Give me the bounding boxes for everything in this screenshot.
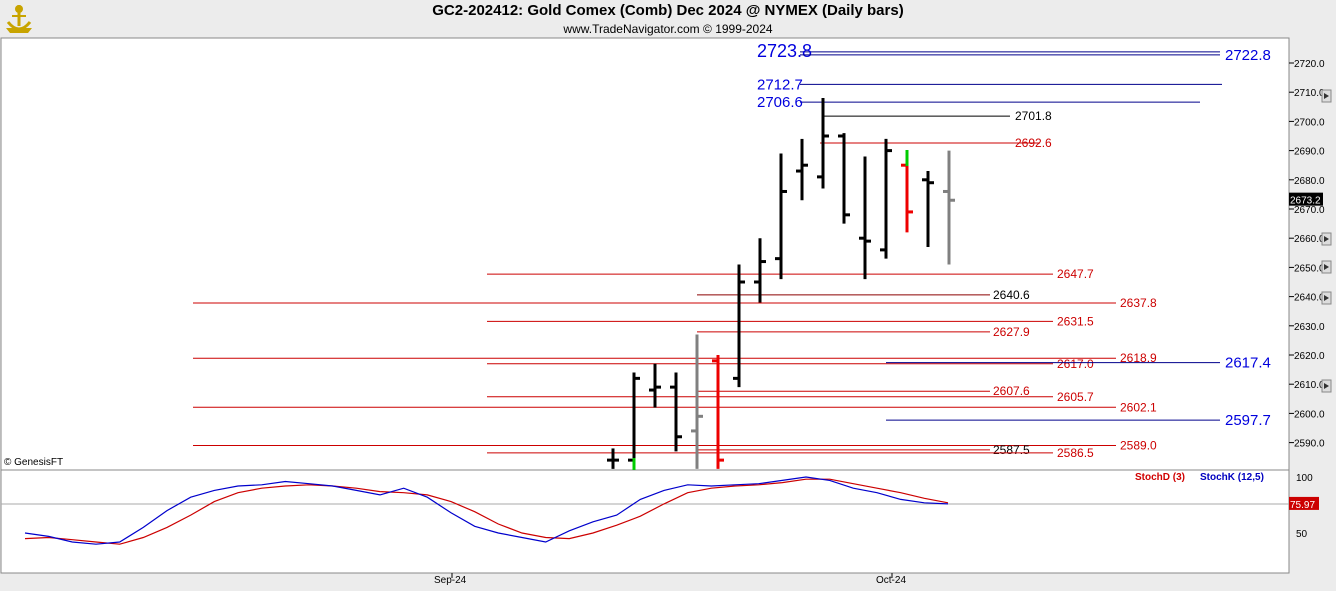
chart-title: GC2-202412: Gold Comex (Comb) Dec 2024 @… xyxy=(432,2,904,19)
level-label-2647.7: 2647.7 xyxy=(1057,267,1094,281)
price-tick-label: 2610.0 xyxy=(1294,380,1325,391)
level-label-2631.5: 2631.5 xyxy=(1057,314,1094,328)
level-label-2640.6: 2640.6 xyxy=(993,288,1030,302)
level-label-2637.8: 2637.8 xyxy=(1120,296,1157,310)
level-label-2722.8: 2722.8 xyxy=(1225,47,1271,64)
level-label-2597.7: 2597.7 xyxy=(1225,412,1271,429)
level-label-2617.4: 2617.4 xyxy=(1225,355,1271,372)
ohlc-bar xyxy=(691,334,703,469)
ohlc-bar xyxy=(943,150,955,265)
stochk-legend: StochK (12,5) xyxy=(1200,472,1264,483)
stoch-value-tag xyxy=(1289,496,1319,510)
price-tick-label: 2680.0 xyxy=(1294,176,1325,187)
ohlc-bar xyxy=(670,372,682,452)
price-tick-label: 2630.0 xyxy=(1294,322,1325,333)
level-label-2607.6: 2607.6 xyxy=(993,384,1030,398)
level-label-2627.9: 2627.9 xyxy=(993,325,1030,339)
ohlc-bar xyxy=(775,153,787,280)
level-label-2706.6: 2706.6 xyxy=(757,94,803,111)
price-tick-label: 2720.0 xyxy=(1294,59,1325,70)
stochd-line xyxy=(24,478,949,545)
price-tick-label: 2660.0 xyxy=(1294,234,1325,245)
price-tick-label: 2600.0 xyxy=(1294,409,1325,420)
ohlc-bar xyxy=(817,98,829,189)
ohlc-bar xyxy=(754,238,766,303)
level-label-2617.0: 2617.0 xyxy=(1057,357,1094,371)
scroll-right-arrows[interactable] xyxy=(1321,89,1332,393)
ohlc-bar xyxy=(880,138,892,259)
level-label-2723.8: 2723.8 xyxy=(757,41,812,61)
level-label-2602.1: 2602.1 xyxy=(1120,400,1157,414)
level-label-2618.9: 2618.9 xyxy=(1120,351,1157,365)
genesis-watermark: © GenesisFT xyxy=(4,457,64,468)
ohlc-bar xyxy=(607,448,619,469)
level-label-2605.7: 2605.7 xyxy=(1057,390,1094,404)
chart-subtitle: www.TradeNavigator.com © 1999-2024 xyxy=(563,22,773,36)
ohlc-bar xyxy=(712,355,724,469)
price-panel xyxy=(0,37,1290,471)
price-tick-label: 2690.0 xyxy=(1294,147,1325,158)
ohlc-bar xyxy=(733,264,745,388)
price-tick-label: 2640.0 xyxy=(1294,293,1325,304)
month-label-oct: Oct-24 xyxy=(876,575,907,586)
stoch-tick-label: 100 xyxy=(1296,473,1313,484)
level-label-2587.5: 2587.5 xyxy=(993,443,1030,457)
month-label-sep: Sep-24 xyxy=(434,575,467,586)
ohlc-bar xyxy=(859,156,871,280)
ohlc-bar xyxy=(838,133,850,224)
stoch-panel xyxy=(0,469,1290,574)
level-label-2586.5: 2586.5 xyxy=(1057,446,1094,460)
price-tick-label: 2670.0 xyxy=(1294,205,1325,216)
current-price-label: 2673.2 xyxy=(1290,196,1321,207)
price-tick-label: 2620.0 xyxy=(1294,351,1325,362)
level-label-2589.0: 2589.0 xyxy=(1120,439,1157,453)
price-tick-label: 2590.0 xyxy=(1294,439,1325,450)
stochk-line xyxy=(24,476,949,545)
tradenavigator-logo-icon xyxy=(4,2,34,34)
stoch-value-label: 75.97 xyxy=(1290,500,1315,511)
stoch-tick-label: 50 xyxy=(1296,529,1308,540)
level-label-2701.8: 2701.8 xyxy=(1015,109,1052,123)
current-price-tag xyxy=(1289,192,1323,206)
level-label-2712.7: 2712.7 xyxy=(757,76,803,93)
ohlc-bar xyxy=(796,138,808,201)
ohlc-bar xyxy=(922,171,934,247)
stochd-legend: StochD (3) xyxy=(1135,472,1185,483)
price-axis-area xyxy=(1289,38,1336,573)
price-tick-label: 2650.0 xyxy=(1294,263,1325,274)
price-tick-label: 2700.0 xyxy=(1294,117,1325,128)
price-tick-label: 2710.0 xyxy=(1294,88,1325,99)
level-label-2692.6: 2692.6 xyxy=(1015,136,1052,150)
ohlc-bar xyxy=(649,363,661,408)
